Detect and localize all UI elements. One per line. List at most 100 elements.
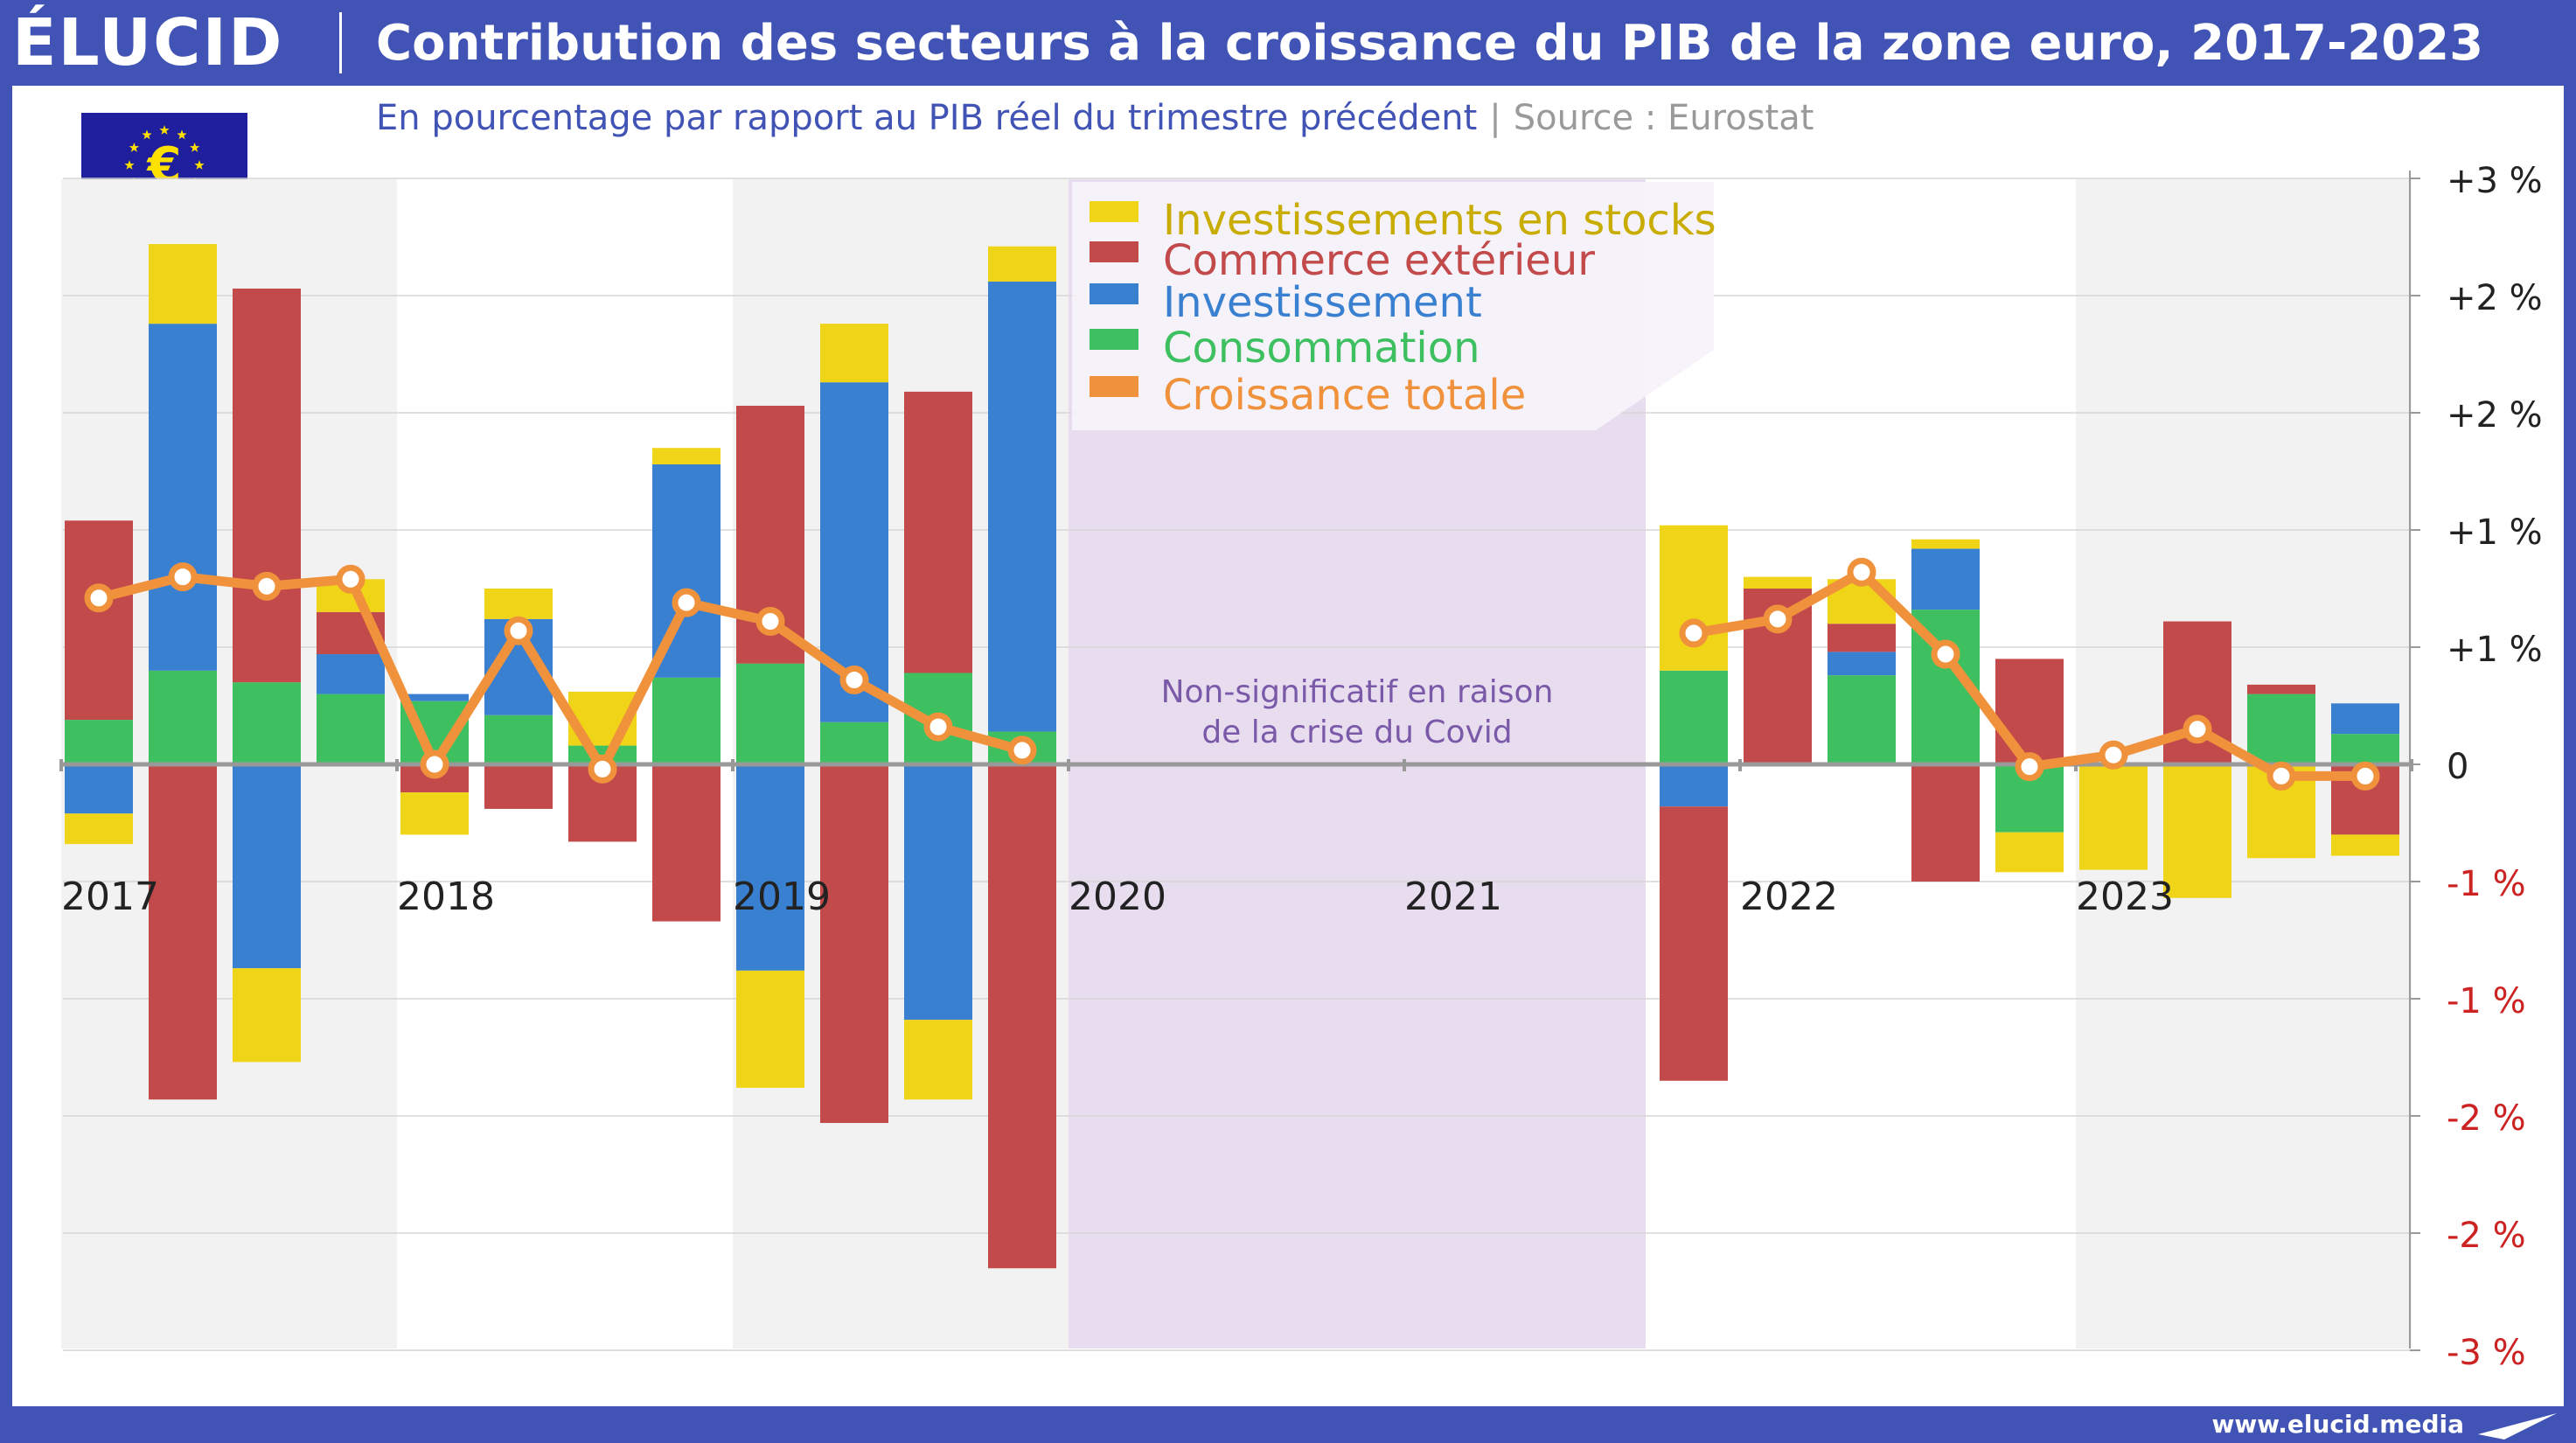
flag-star <box>124 160 135 170</box>
y-tick-label: -1 % <box>2447 981 2526 1021</box>
bar-segment-com <box>1660 806 1728 1081</box>
total-growth-point <box>2350 761 2380 791</box>
x-tick-label: 2021 <box>1404 875 1502 919</box>
legend-label: Investissement <box>1163 278 1482 327</box>
bar-segment-inv <box>904 764 972 1021</box>
website-link[interactable]: www.elucid.media <box>2211 1410 2464 1439</box>
y-tick-label: 0 <box>2447 747 2468 787</box>
bar-segment-com <box>820 764 888 1124</box>
bar-segment-sto <box>2331 834 2399 856</box>
total-growth-point <box>1931 639 1960 669</box>
y-tick-label: +3 % <box>2447 161 2543 201</box>
total-growth-point <box>755 607 785 637</box>
total-growth-point <box>420 749 449 779</box>
bar-segment-inv <box>400 694 469 701</box>
bar-segment-com <box>65 520 133 721</box>
footer-bar: www.elucid.media <box>0 1406 2576 1443</box>
bar-segment-com <box>988 764 1056 1269</box>
bar-segment-sto <box>736 970 804 1088</box>
bar-segment-sto <box>1911 539 1980 549</box>
elucid-logo: ÉLUCID <box>12 5 284 80</box>
bar-segment-cons <box>484 715 553 764</box>
total-growth-point <box>839 666 869 695</box>
total-growth-point <box>2015 752 2044 782</box>
y-tick-label: -1 % <box>2447 864 2526 904</box>
bar-segment-cons <box>820 722 888 764</box>
bar-segment-cons <box>1828 675 1896 764</box>
bar-segment-inv <box>1911 548 1980 610</box>
bar-segment-inv <box>988 281 1056 732</box>
total-growth-point <box>923 712 953 742</box>
bar-segment-cons <box>2247 694 2315 764</box>
bar-segment-sto <box>988 246 1056 282</box>
bar-segment-cons <box>317 694 385 764</box>
total-growth-point <box>1679 618 1709 648</box>
legend-label: Croissance totale <box>1163 371 1526 420</box>
legend-swatch <box>1090 283 1138 304</box>
subtitle-separator: | <box>1489 98 1501 138</box>
bar-segment-inv <box>317 654 385 694</box>
source-text: Source : Eurostat <box>1513 98 1814 138</box>
flag-star <box>129 143 140 152</box>
bar-segment-cons <box>736 663 804 764</box>
right-frame <box>2564 86 2576 1406</box>
x-tick-label: 2018 <box>397 875 495 919</box>
subtitle-text: En pourcentage par rapport au PIB réel d… <box>376 98 1478 138</box>
total-growth-point <box>588 754 617 784</box>
total-growth-point <box>2266 761 2296 791</box>
bar-segment-sto <box>2079 764 2148 870</box>
bar-segment-com <box>1828 624 1896 652</box>
header-bar: ÉLUCID Contribution des secteurs à la cr… <box>0 0 2576 86</box>
left-frame <box>0 86 12 1406</box>
bar-segment-com <box>652 764 721 922</box>
total-growth-point <box>672 588 701 617</box>
bar-segment-sto <box>820 324 888 383</box>
x-tick-label: 2023 <box>2076 875 2174 919</box>
bar-segment-inv <box>233 764 301 969</box>
bar-segment-com <box>904 391 972 673</box>
legend-swatch <box>1090 201 1138 222</box>
bar-segment-sto <box>484 589 553 619</box>
bar-segment-cons <box>1660 670 1728 764</box>
bar-segment-inv <box>1660 764 1728 807</box>
bar-segment-inv <box>65 764 133 814</box>
bar-segment-inv <box>736 764 804 971</box>
flag-star <box>189 143 200 152</box>
bar-segment-sto <box>652 448 721 464</box>
flag-star <box>159 125 170 135</box>
total-growth-point <box>1847 557 1876 587</box>
chart: +3 % +2 % +2 % +1 % +1 % 0 -1 % -1 % -2 % -2 % -3 … <box>59 161 2543 1373</box>
y-tick-label: -2 % <box>2447 1098 2526 1139</box>
total-growth-point <box>504 616 533 645</box>
flag-star <box>194 160 205 170</box>
total-growth-point <box>1007 735 1037 765</box>
chart-title: Contribution des secteurs à la croissanc… <box>376 15 2484 72</box>
total-growth-point <box>2099 740 2128 770</box>
bar-segment-com <box>233 288 301 683</box>
legend-label: Commerce extérieur <box>1163 236 1595 285</box>
bar-segment-sto <box>1660 525 1728 671</box>
legend-swatch <box>1090 241 1138 262</box>
legend-swatch <box>1090 376 1138 397</box>
x-tick-label: 2020 <box>1069 875 1166 919</box>
bar-segment-cons <box>65 720 133 764</box>
x-tick-label: 2017 <box>61 875 159 919</box>
legend-label: Consommation <box>1163 324 1480 373</box>
legend-box <box>1072 182 1714 430</box>
bar-segment-sto <box>2163 764 2231 898</box>
bar-segment-sto <box>233 968 301 1063</box>
bar-segment-sto <box>1744 576 1812 589</box>
total-growth-point <box>1763 604 1793 634</box>
y-tick-label: +2 % <box>2447 395 2543 436</box>
covid-annotation: de la crise du Covid <box>1201 715 1512 750</box>
legend-swatch <box>1090 329 1138 350</box>
bar-segment-inv <box>2331 703 2399 735</box>
y-tick-label: -2 % <box>2447 1216 2526 1256</box>
bar-segment-sto <box>65 813 133 845</box>
total-growth-point <box>84 583 114 613</box>
bar-segment-inv <box>1828 652 1896 676</box>
bar-segment-sto <box>149 244 217 324</box>
flag-star <box>177 129 187 140</box>
bar-segment-sto <box>1995 832 2064 873</box>
total-growth-point <box>2183 715 2212 744</box>
